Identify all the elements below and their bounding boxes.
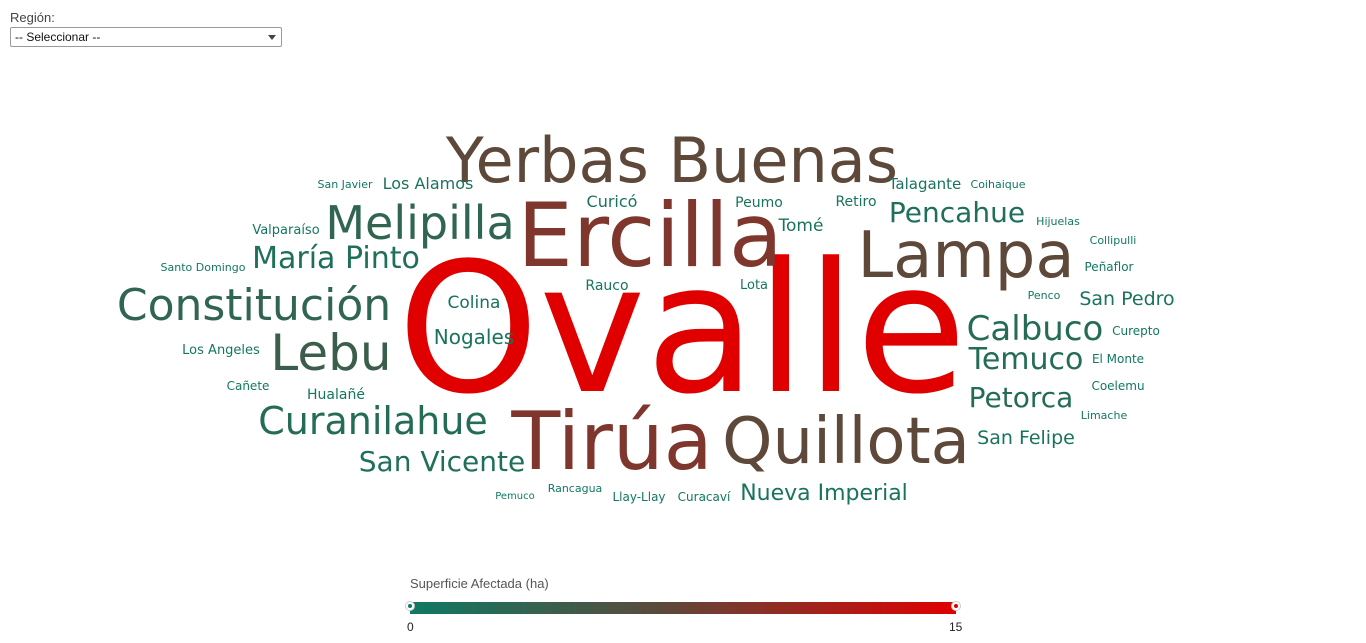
word-cloud-word[interactable]: Curepto xyxy=(1112,324,1160,338)
legend-max-handle[interactable] xyxy=(951,601,961,611)
word-cloud-word[interactable]: Lampa xyxy=(857,219,1075,293)
word-cloud-word[interactable]: Los Angeles xyxy=(182,342,260,358)
word-cloud-word[interactable]: Curanilahue xyxy=(258,399,488,443)
color-legend: Superficie Afectada (ha) 0 15 xyxy=(405,574,962,634)
word-cloud-word[interactable]: Coihaique xyxy=(970,177,1026,191)
legend-title: Superficie Afectada (ha) xyxy=(410,576,549,591)
word-cloud-word[interactable]: Constitución xyxy=(116,280,392,331)
word-cloud-word[interactable]: Lebu xyxy=(270,324,392,382)
region-select[interactable]: -- Seleccionar -- xyxy=(10,27,282,47)
word-cloud-word[interactable]: Colina xyxy=(447,292,501,313)
word-cloud-word[interactable]: Llay-Llay xyxy=(612,490,666,504)
region-label: Región: xyxy=(10,10,55,25)
legend-min-label: 0 xyxy=(407,620,414,634)
word-cloud-word[interactable]: Rauco xyxy=(585,278,629,294)
word-cloud-word[interactable]: Temuco xyxy=(968,342,1084,377)
word-cloud-word[interactable]: Limache xyxy=(1080,408,1128,422)
word-cloud-word[interactable]: Quillota xyxy=(722,405,970,479)
word-cloud-word[interactable]: Valparaíso xyxy=(252,222,320,238)
word-cloud-word[interactable]: Yerbas Buenas xyxy=(445,124,899,197)
word-cloud-word[interactable]: Santo Domingo xyxy=(160,260,246,274)
word-cloud-word[interactable]: Los Alamos xyxy=(382,174,474,193)
word-cloud-word[interactable]: Nueva Imperial xyxy=(740,481,908,506)
word-cloud-word[interactable]: Pencahue xyxy=(888,196,1026,229)
word-cloud-word[interactable]: Peñaflor xyxy=(1084,260,1134,274)
region-filter: Región: -- Seleccionar -- xyxy=(10,10,282,47)
word-cloud-word[interactable]: María Pinto xyxy=(252,241,420,276)
word-cloud-word[interactable]: Tirúa xyxy=(511,395,713,488)
word-cloud-word[interactable]: Calbuco xyxy=(966,309,1104,349)
word-cloud-word[interactable]: San Felipe xyxy=(977,426,1075,449)
word-cloud-word[interactable]: Collipulli xyxy=(1089,233,1137,247)
word-cloud-word[interactable]: Retiro xyxy=(835,194,877,210)
legend-min-handle[interactable] xyxy=(405,601,415,611)
word-cloud-word[interactable]: Ovalle xyxy=(397,225,967,434)
word-cloud-word[interactable]: Pemuco xyxy=(495,491,535,502)
chevron-down-icon xyxy=(268,35,276,40)
word-cloud-word[interactable]: San Pedro xyxy=(1079,287,1175,310)
word-cloud-word[interactable]: San Vicente xyxy=(358,445,526,478)
word-cloud-word[interactable]: Petorca xyxy=(968,381,1074,414)
legend-gradient-bar xyxy=(410,602,956,614)
word-cloud-word[interactable]: Curacaví xyxy=(677,490,731,504)
word-cloud-word[interactable]: Peumo xyxy=(735,195,783,211)
legend-max-label: 15 xyxy=(949,620,963,634)
word-cloud-word[interactable]: El Monte xyxy=(1091,352,1145,366)
word-cloud-word[interactable]: Curicó xyxy=(586,192,638,211)
word-cloud-word[interactable]: Hualañé xyxy=(307,387,365,403)
word-cloud-word[interactable]: Melipilla xyxy=(325,196,515,250)
word-cloud-word[interactable]: Cañete xyxy=(226,379,270,393)
word-cloud-word[interactable]: San Javier xyxy=(317,177,373,191)
word-cloud-word[interactable]: Lota xyxy=(739,277,769,293)
word-cloud-word[interactable]: Penco xyxy=(1027,288,1061,302)
word-cloud-word[interactable]: Nogales xyxy=(433,325,515,349)
word-cloud-word[interactable]: Coelemu xyxy=(1091,379,1145,393)
word-cloud-word[interactable]: Talagante xyxy=(888,174,962,193)
word-cloud-word[interactable]: Hijuelas xyxy=(1036,214,1080,228)
word-cloud-word[interactable]: Ercilla xyxy=(517,184,783,287)
word-cloud-word[interactable]: Tomé xyxy=(778,215,824,236)
word-cloud: Ovalle Ercilla Tirúa Yerbas Buenas Lampa Quil… xyxy=(116,124,1175,506)
word-cloud-word[interactable]: Rancagua xyxy=(547,481,603,495)
region-select-value: -- Seleccionar -- xyxy=(15,30,101,44)
